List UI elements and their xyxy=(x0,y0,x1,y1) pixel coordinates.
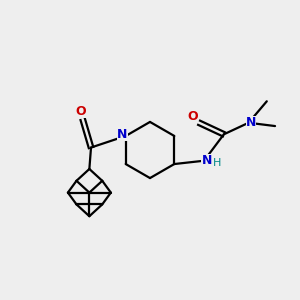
Text: N: N xyxy=(202,154,212,167)
Text: O: O xyxy=(76,105,86,118)
Text: O: O xyxy=(187,110,198,123)
Text: N: N xyxy=(246,116,256,129)
Text: H: H xyxy=(212,158,221,168)
Text: N: N xyxy=(117,128,128,141)
